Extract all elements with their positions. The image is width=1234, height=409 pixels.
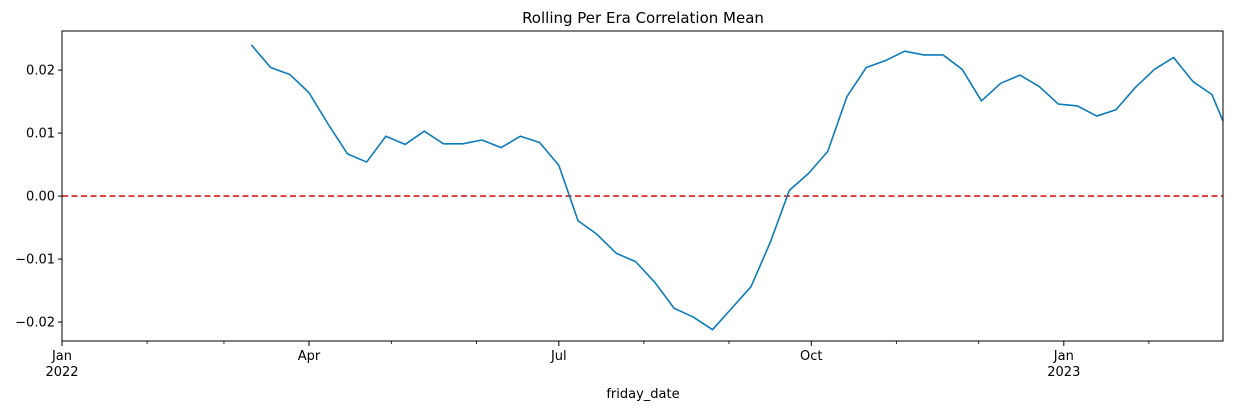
chart-title: Rolling Per Era Correlation Mean bbox=[522, 9, 764, 27]
y-tick-label: −0.02 bbox=[15, 316, 55, 331]
x-tick-label: Jan bbox=[51, 349, 72, 364]
x-axis-title: friday_date bbox=[606, 387, 679, 402]
y-axis: −0.02 −0.01 0.00 0.01 0.02 bbox=[15, 64, 62, 331]
x-tick-label: Jul bbox=[550, 349, 567, 364]
y-tick-label: 0.02 bbox=[26, 64, 55, 79]
y-tick-label: 0.01 bbox=[26, 127, 55, 142]
x-tick-year-label: 2023 bbox=[1047, 365, 1080, 380]
x-tick-year-label: 2022 bbox=[45, 365, 78, 380]
x-tick-label: Oct bbox=[800, 349, 822, 364]
x-tick-label: Jan bbox=[1053, 349, 1074, 364]
plot-area bbox=[62, 44, 1224, 331]
x-tick-label: Apr bbox=[298, 349, 321, 364]
series-line-0 bbox=[250, 44, 1224, 331]
plot-frame bbox=[61, 30, 1224, 342]
y-tick-label: 0.00 bbox=[26, 190, 55, 205]
y-tick-label: −0.01 bbox=[15, 253, 55, 268]
